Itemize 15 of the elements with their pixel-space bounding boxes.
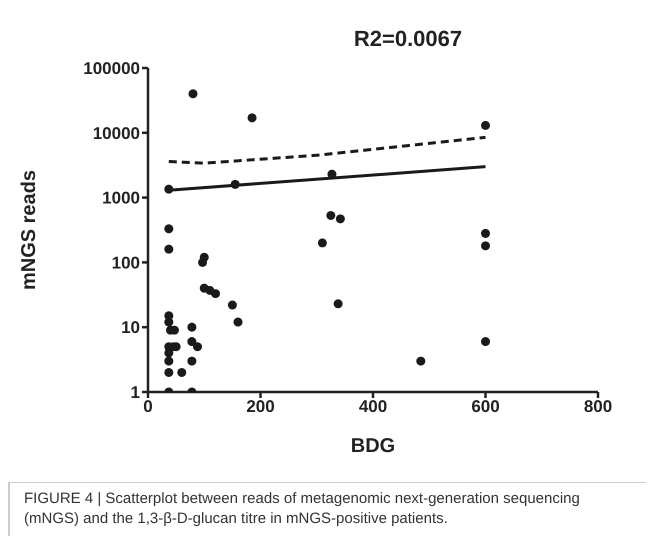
x-tick-label: 0 [143,397,153,416]
x-tick-label: 800 [584,397,612,416]
y-tick-label: 100000 [83,59,140,78]
y-tick-label: 1000 [102,188,140,208]
x-axis-title: BDG [350,435,396,457]
y-tick-label: 10 [121,318,140,338]
y-tick-label: 100 [112,253,140,272]
y-tick-label: 10000 [92,124,140,143]
x-tick-label: 200 [246,397,275,416]
chart-title: R2=0.0067 [352,26,464,52]
x-tick-label: 400 [358,397,388,416]
caption: FIGURE 4 | Scatterplot between reads of metagenomic next-generation sequencing (mNGS) and the 1,3-β-D-glucan titre in mNGS-positive patients. [24,489,581,530]
x-tick-label: 600 [471,397,500,416]
y-axis-title: mNGS reads [18,170,40,290]
y-tick-label: 1 [130,383,140,402]
